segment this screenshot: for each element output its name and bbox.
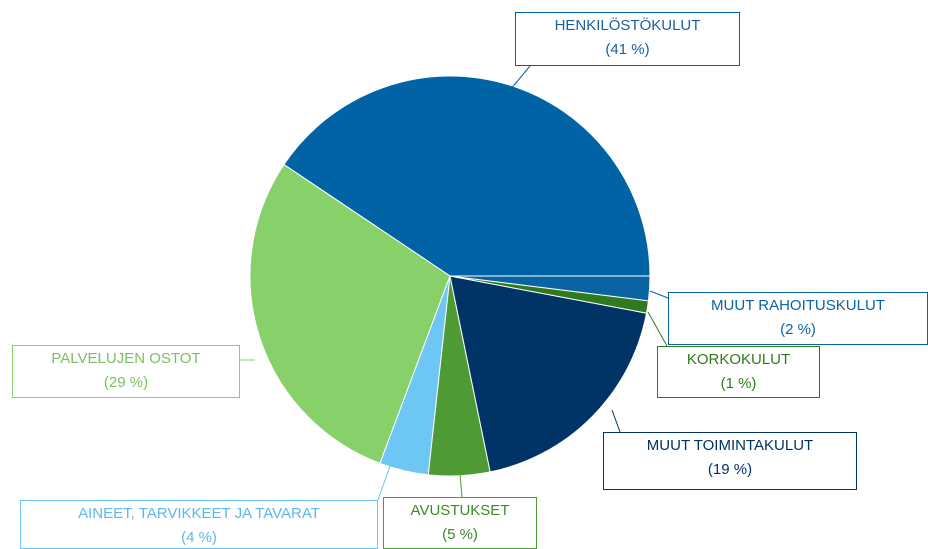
pie-slice — [283, 75, 651, 277]
slice-value: (5 %) — [442, 526, 478, 543]
slice-label: AINEET, TARVIKKEET JA TAVARAT — [78, 505, 320, 522]
slice-value: (4 %) — [181, 529, 217, 546]
slice-value: (2 %) — [780, 321, 816, 338]
leader-line — [377, 465, 391, 501]
slice-value: (29 %) — [104, 374, 148, 391]
label-box — [668, 292, 928, 345]
label-box — [603, 432, 857, 490]
slice-label: KORKOKULUT — [687, 351, 790, 368]
slice-label: HENKILÖSTÖKULUT — [555, 16, 701, 34]
label-box — [20, 500, 378, 549]
slice-label: MUUT RAHOITUSKULUT — [711, 297, 885, 314]
leader-line — [509, 65, 531, 91]
slice-label: MUUT TOIMINTAKULUT — [647, 437, 813, 454]
slice-value: (41 %) — [605, 41, 649, 58]
leader-line — [649, 290, 669, 299]
label-box — [383, 497, 537, 549]
slice-label: PALVELUJEN OSTOT — [51, 350, 200, 367]
pie-slice — [449, 275, 648, 473]
leader-line — [459, 473, 463, 498]
label-box — [657, 346, 820, 398]
slice-value: (1 %) — [721, 375, 757, 392]
leader-line — [647, 311, 668, 347]
label-box — [12, 345, 240, 398]
pie-slice — [449, 275, 651, 302]
slice-label: AVUSTUKSET — [411, 502, 510, 519]
label-box — [515, 12, 740, 66]
slice-value: (19 %) — [708, 461, 752, 478]
leader-line — [611, 409, 621, 433]
pie-slice — [249, 163, 451, 464]
